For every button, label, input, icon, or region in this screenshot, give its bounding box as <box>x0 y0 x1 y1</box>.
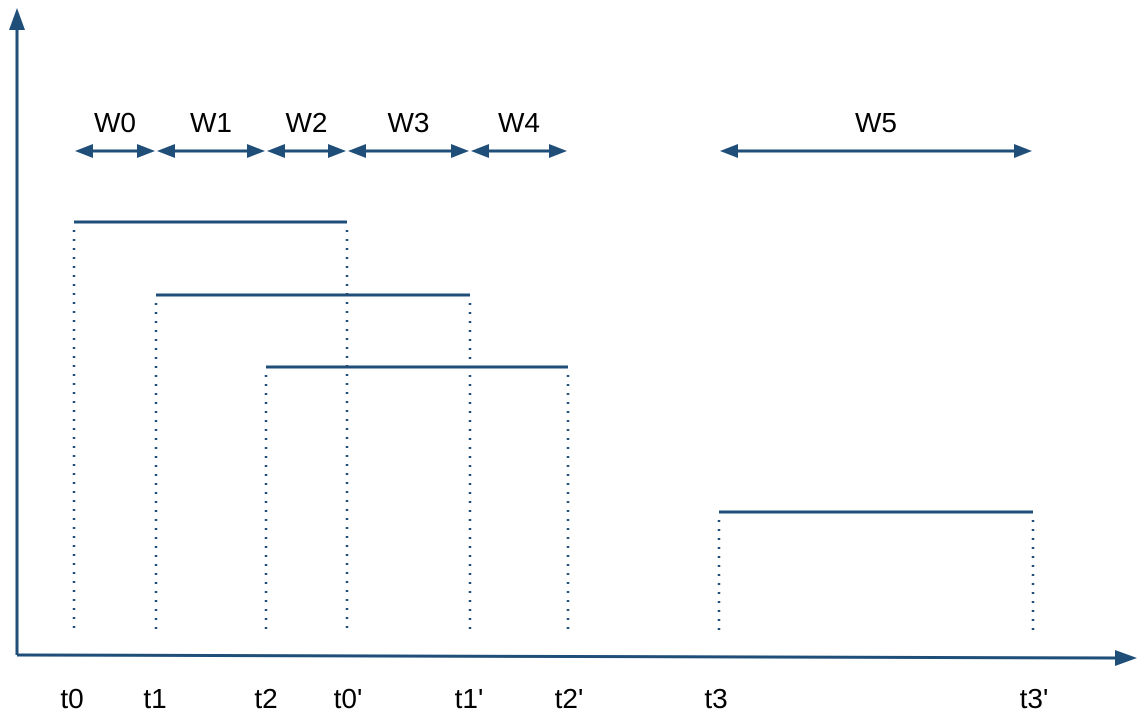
time-label-t1: t1 <box>143 683 166 714</box>
time-label-t3p: t3' <box>1020 683 1049 714</box>
window-label: W4 <box>498 107 540 138</box>
time-label-t1p: t1' <box>455 683 484 714</box>
window-arrows: W0 W1 W2 W3 W4 W5 <box>75 107 1032 158</box>
window-arrow-left-head <box>348 144 366 158</box>
time-label-t0: t0 <box>60 683 83 714</box>
axes <box>9 8 1137 666</box>
window-w0: W0 <box>75 107 155 158</box>
window-label: W5 <box>855 107 897 138</box>
window-arrow-right-head <box>247 144 265 158</box>
window-arrow-right-head <box>137 144 155 158</box>
window-w4: W4 <box>471 107 567 158</box>
window-arrow-right-head <box>549 144 567 158</box>
window-arrow-right-head <box>1014 144 1032 158</box>
time-label-t2p: t2' <box>555 683 584 714</box>
window-w5: W5 <box>720 107 1032 158</box>
window-label: W3 <box>388 107 430 138</box>
window-label: W2 <box>286 107 328 138</box>
window-arrow-left-head <box>720 144 738 158</box>
window-arrow-left-head <box>471 144 489 158</box>
interval-bars <box>74 220 1033 514</box>
window-w3: W3 <box>348 107 469 158</box>
time-label-t3: t3 <box>704 683 727 714</box>
window-label: W0 <box>94 107 136 138</box>
window-w1: W1 <box>157 107 265 158</box>
window-w2: W2 <box>267 107 346 158</box>
window-label: W1 <box>190 107 232 138</box>
time-label-t2: t2 <box>254 683 277 714</box>
window-arrow-right-head <box>451 144 469 158</box>
x-axis <box>16 653 1121 660</box>
time-labels: t0 t1 t2 t0' t1' t2' t3 t3' <box>60 683 1048 714</box>
window-arrow-right-head <box>328 144 346 158</box>
x-axis-arrowhead <box>1115 650 1137 666</box>
y-axis-arrowhead <box>9 8 25 30</box>
time-label-t0p: t0' <box>334 683 363 714</box>
window-arrow-left-head <box>157 144 175 158</box>
window-arrow-left-head <box>267 144 285 158</box>
dotted-guides <box>72 230 1035 632</box>
window-arrow-left-head <box>75 144 93 158</box>
